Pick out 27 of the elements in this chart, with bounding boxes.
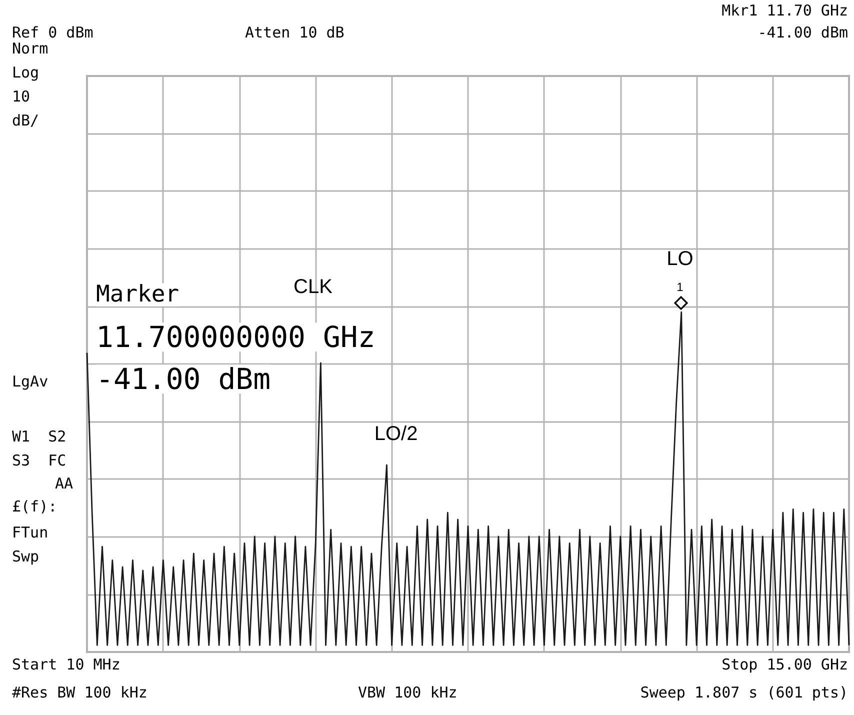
text: 1 (676, 280, 684, 294)
text: £(f): (12, 498, 58, 516)
text: Ref 0 dBm (12, 24, 94, 42)
text: #Res BW 100 kHz (12, 684, 148, 702)
text: Stop 15.00 GHz (722, 656, 848, 674)
text: -41.00 dBm (758, 24, 848, 42)
text: AA (55, 474, 74, 492)
text: Atten 10 dB (245, 24, 344, 42)
text: W1 S2 (12, 428, 66, 446)
text: FTun (12, 524, 48, 542)
text: CLK (294, 276, 334, 298)
text: Marker (96, 282, 180, 308)
text: Sweep 1.807 s (601 pts) (640, 684, 848, 702)
text: Norm (12, 40, 48, 58)
annotation: LO/2 (374, 423, 418, 445)
annotation: -41.00 dBm (96, 362, 271, 396)
text: Start 10 MHz (12, 656, 120, 674)
text: Mkr1 11.70 GHz (722, 2, 848, 20)
text: LO (666, 248, 694, 270)
text: Log (12, 64, 40, 82)
text: LgAv (12, 372, 48, 390)
text: VBW 100 kHz (358, 684, 458, 702)
text: Swp (12, 548, 40, 566)
text: S3 FC (12, 452, 66, 470)
text: dB/ (12, 112, 40, 130)
text: 10 (12, 88, 30, 106)
annotation: 11.700000000 GHz (96, 320, 376, 354)
